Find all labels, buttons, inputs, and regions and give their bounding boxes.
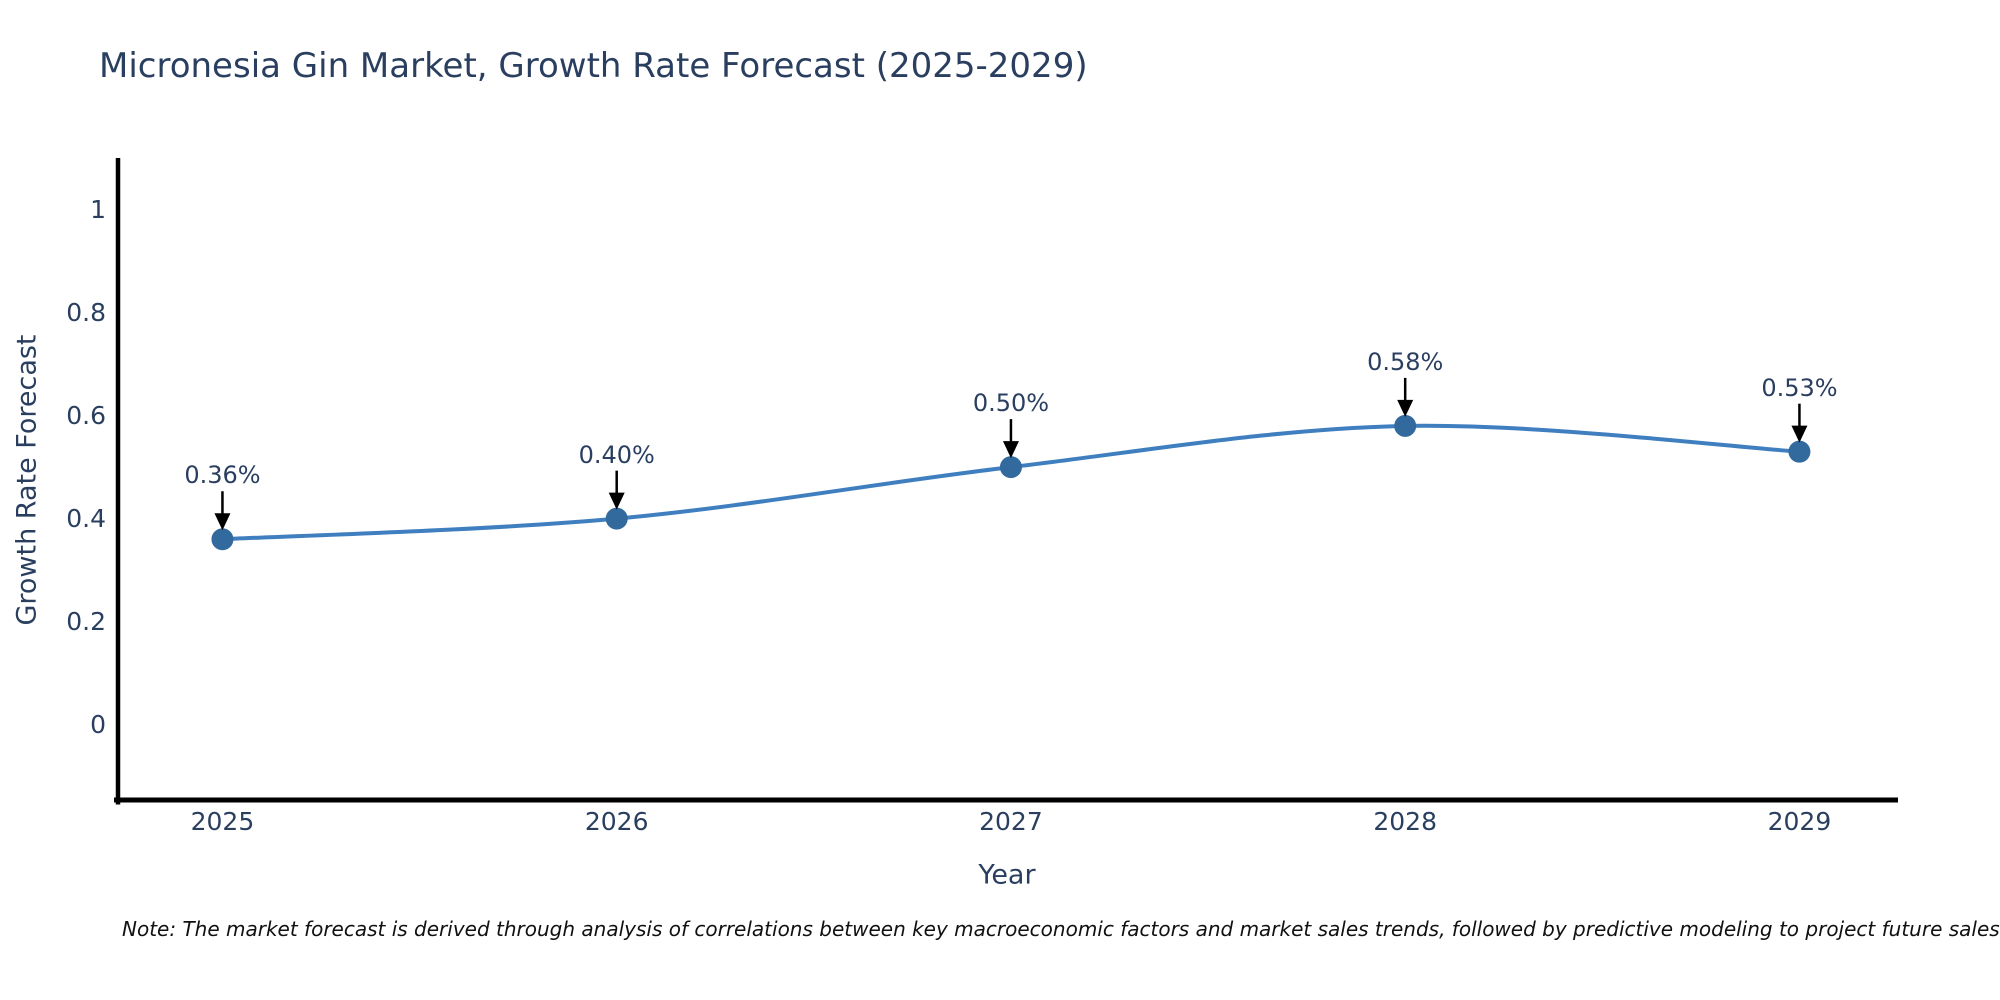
data-point-marker[interactable] bbox=[1788, 440, 1811, 463]
y-tick-label: 0.4 bbox=[66, 503, 106, 533]
annotation-arrowhead-icon bbox=[1791, 425, 1808, 443]
x-tick-label: 2028 bbox=[1373, 807, 1437, 836]
x-tick-label: 2025 bbox=[190, 807, 255, 836]
y-tick-label: 1 bbox=[90, 194, 106, 224]
y-tick-label: 0 bbox=[90, 709, 106, 739]
point-annotation-label: 0.53% bbox=[1761, 373, 1838, 402]
point-annotation-label: 0.40% bbox=[578, 440, 655, 469]
data-point-marker[interactable] bbox=[999, 456, 1022, 479]
y-tick-label: 0.2 bbox=[66, 606, 106, 636]
y-tick-label: 0.6 bbox=[66, 400, 106, 430]
x-axis-title: Year bbox=[978, 859, 1036, 891]
x-tick-label: 2026 bbox=[584, 807, 649, 836]
point-annotation-label: 0.50% bbox=[972, 389, 1050, 418]
annotation-arrowhead-icon bbox=[1002, 441, 1019, 459]
data-point-marker[interactable] bbox=[211, 528, 234, 551]
x-tick-label: 2027 bbox=[979, 807, 1043, 836]
point-annotation-label: 0.58% bbox=[1367, 347, 1444, 376]
footnote: Note: The market forecast is derived thr… bbox=[122, 917, 2000, 941]
x-tick-label: 2029 bbox=[1767, 807, 1832, 836]
annotation-arrowhead-icon bbox=[214, 513, 231, 531]
y-tick-label: 0.8 bbox=[66, 297, 106, 327]
chart-title: Micronesia Gin Market, Growth Rate Forec… bbox=[99, 46, 1088, 86]
data-point-marker[interactable] bbox=[1394, 414, 1417, 437]
annotation-arrowhead-icon bbox=[1397, 399, 1414, 417]
annotation-arrowhead-icon bbox=[608, 492, 625, 510]
point-annotation-label: 0.36% bbox=[184, 461, 261, 490]
data-point-marker[interactable] bbox=[605, 507, 628, 530]
